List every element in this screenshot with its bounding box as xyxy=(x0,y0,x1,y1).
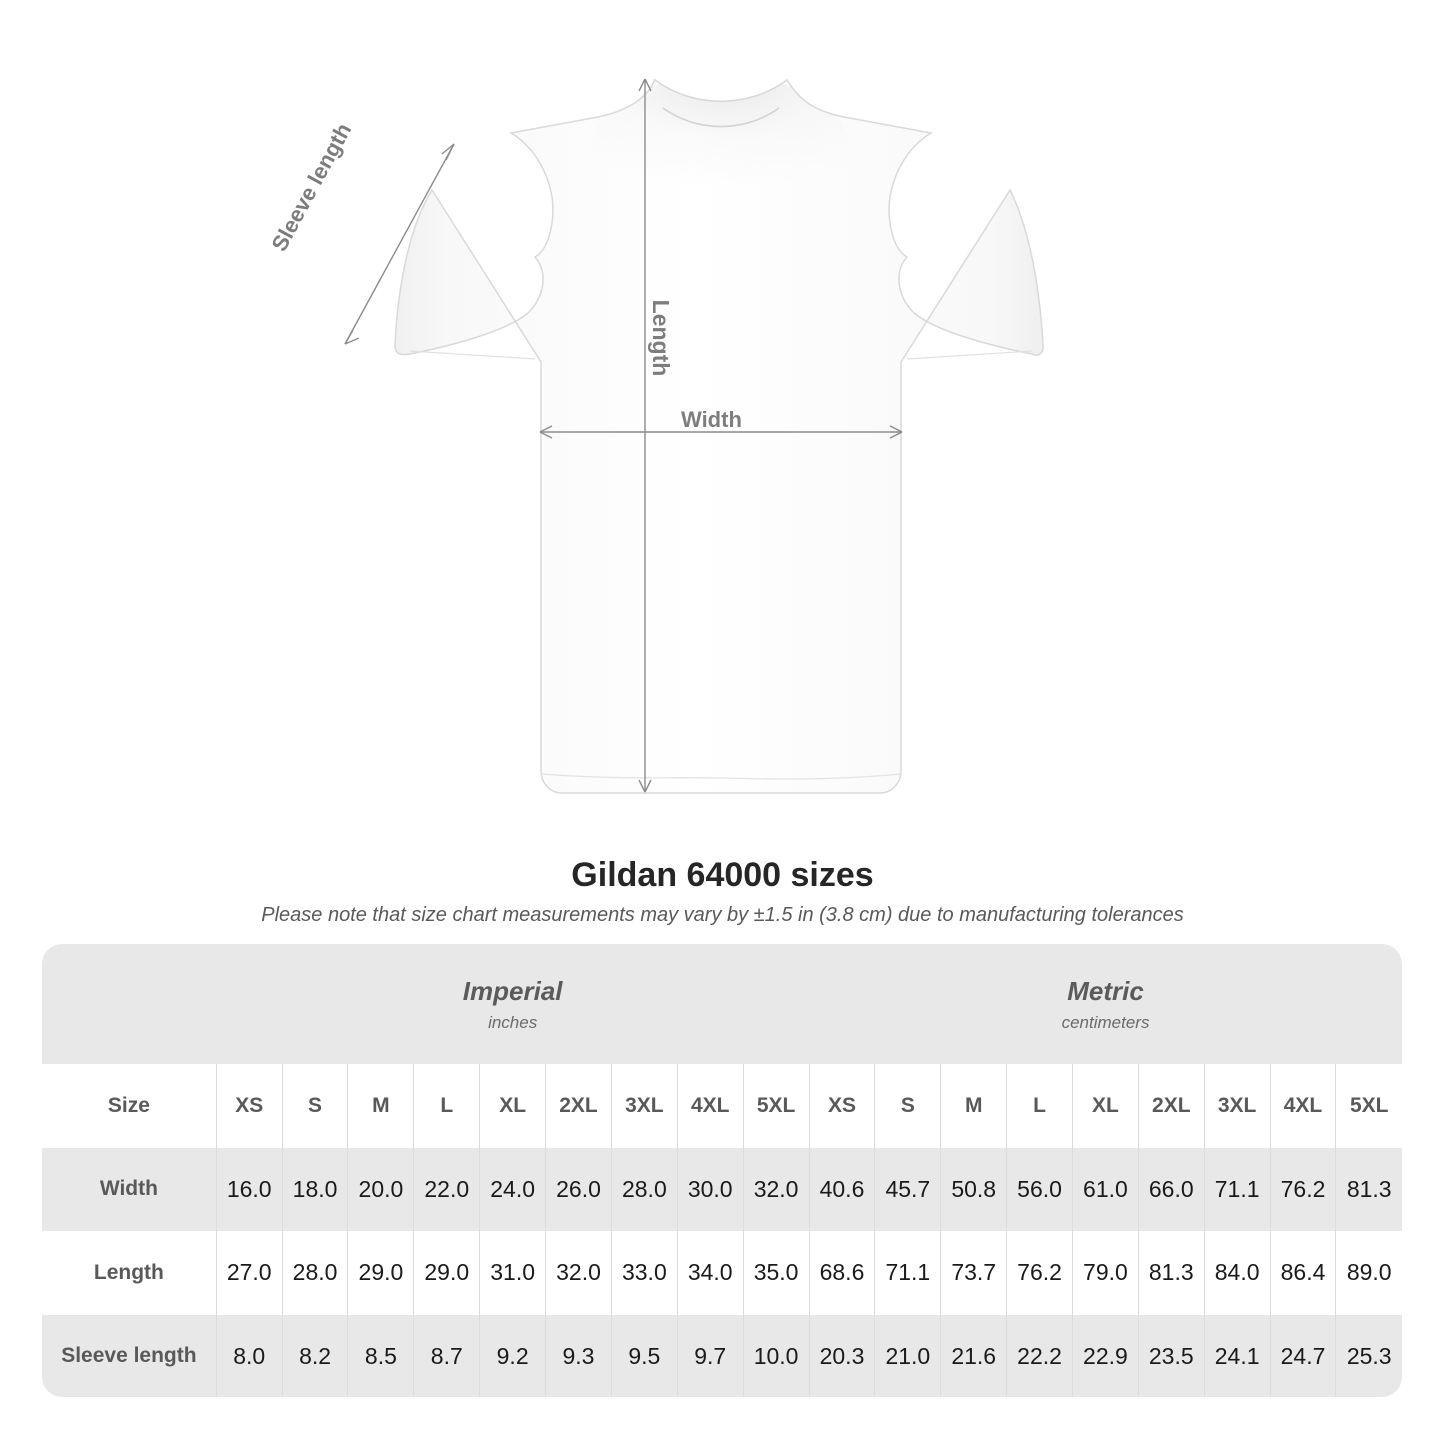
svg-text:Sleeve length: Sleeve length xyxy=(266,119,356,256)
svg-text:Length: Length xyxy=(648,300,674,377)
svg-text:Width: Width xyxy=(681,407,742,432)
